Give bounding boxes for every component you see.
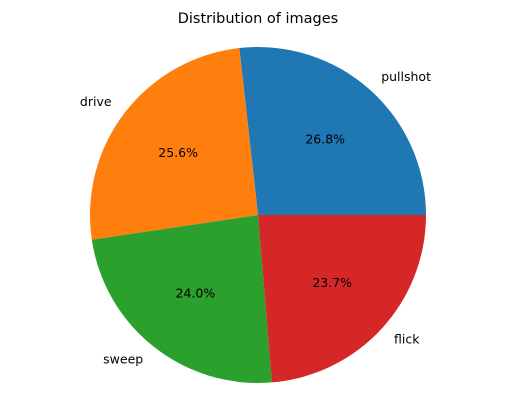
slice-label-sweep: sweep xyxy=(103,351,143,366)
slice-label-pullshot: pullshot xyxy=(381,69,431,84)
chart-title: Distribution of images xyxy=(178,11,339,27)
pie-labels: pullshot 26.8% drive 25.6% sweep 24.0% flick 23… xyxy=(80,69,431,367)
slice-percent-pullshot: 26.8% xyxy=(305,131,345,146)
pie-slice-flick xyxy=(258,215,427,383)
pie-slice-drive xyxy=(90,48,258,240)
slice-label-drive: drive xyxy=(80,94,112,109)
slice-percent-drive: 25.6% xyxy=(158,145,198,160)
pie-slices xyxy=(90,47,427,383)
pie-slice-sweep xyxy=(91,215,272,383)
slice-label-flick: flick xyxy=(394,332,420,347)
slice-percent-sweep: 24.0% xyxy=(176,286,216,301)
slice-percent-flick: 23.7% xyxy=(312,275,352,290)
pie-slice-pullshot xyxy=(239,47,426,215)
